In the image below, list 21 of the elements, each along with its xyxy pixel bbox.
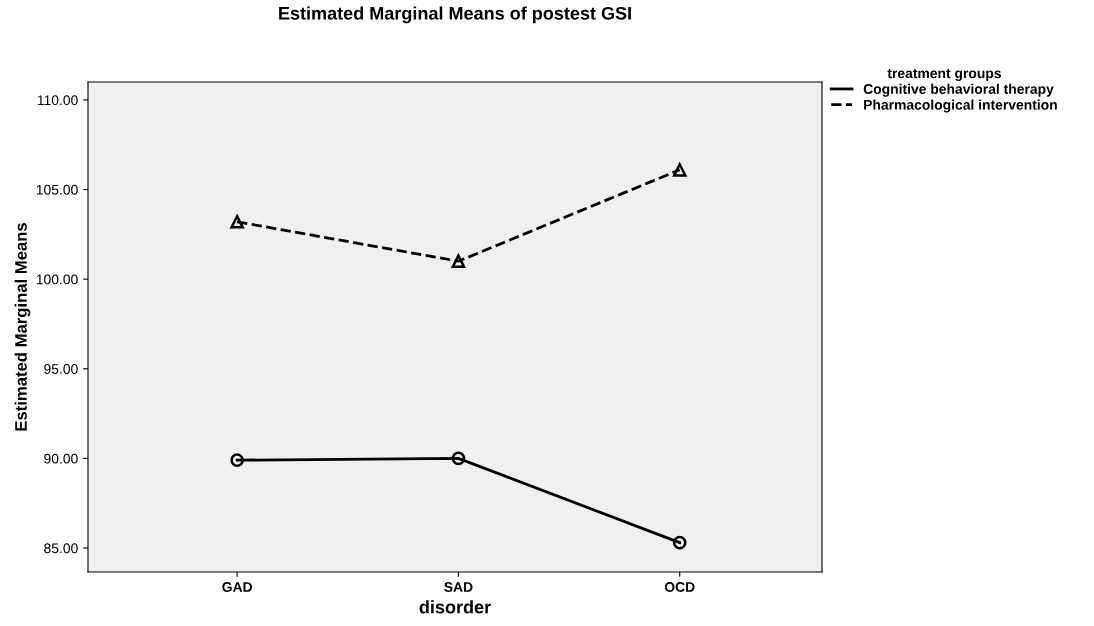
point: [230, 453, 244, 467]
y-tick-label: 85.00: [44, 543, 78, 554]
x-axis-title: disorder: [419, 600, 491, 614]
legend-label: Pharmacological intervention: [864, 99, 1057, 113]
point: [451, 254, 466, 269]
point: [230, 214, 244, 229]
y-tick-label: 105.00: [36, 184, 78, 195]
point: [451, 451, 466, 466]
y-tick-label: 90.00: [44, 453, 78, 464]
x-tick-label: GAD: [222, 582, 252, 592]
point: [672, 163, 687, 177]
y-tick-label: 95.00: [44, 364, 78, 374]
legend-label: Cognitive behavioral therapy: [863, 83, 1054, 97]
legend-title: treatment groups: [887, 68, 1001, 81]
y-tick-label: 110.00: [37, 95, 78, 106]
chart-title: Estimated Marginal Means of postest GSI: [279, 6, 631, 24]
x-tick-label: SAD: [444, 582, 473, 592]
x-tick-label: OCD: [664, 582, 695, 592]
y-axis-title: Estimated Marginal Means: [14, 223, 31, 431]
point: [672, 535, 687, 550]
y-tick-label: 100.00: [36, 274, 78, 285]
